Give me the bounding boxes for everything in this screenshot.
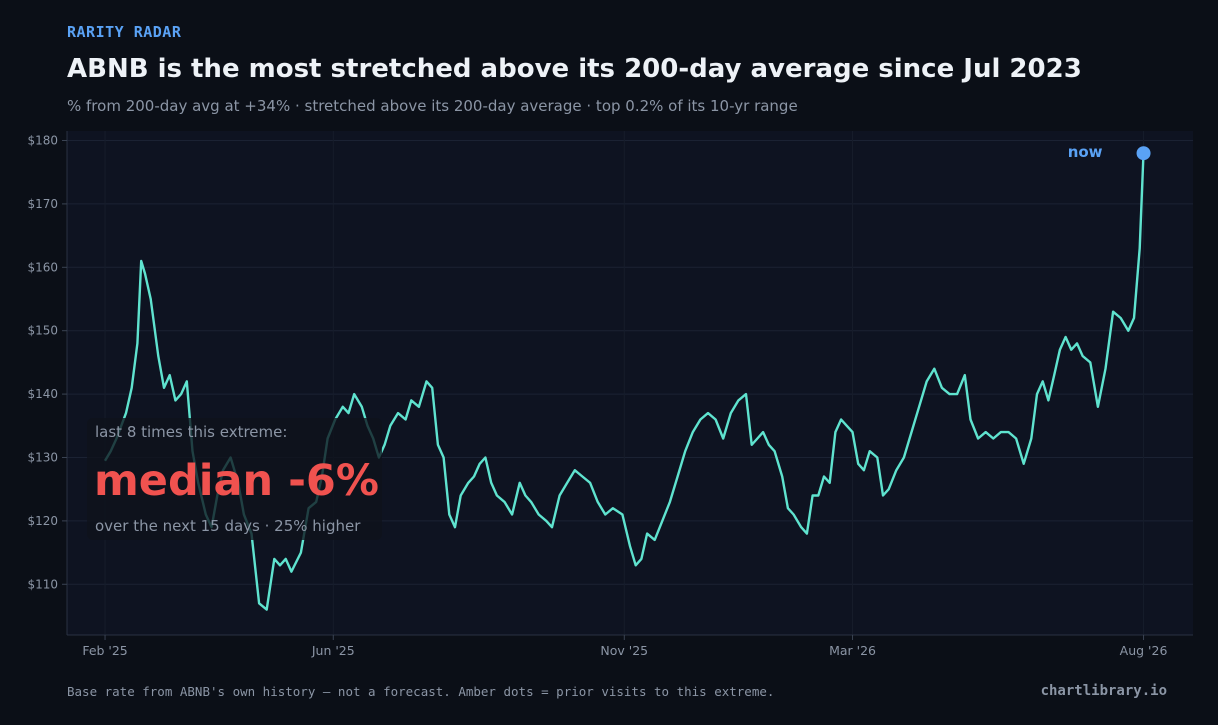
y-tick-label: $160 (27, 260, 58, 274)
callout-box (87, 418, 382, 540)
x-tick-label: Jun '25 (311, 643, 355, 658)
y-tick-label: $110 (27, 577, 58, 591)
x-axis: Feb '25 Jun '25 Nov '25 Mar '26 Aug '26 (82, 635, 1167, 658)
callout-stat: median -6% (94, 456, 379, 506)
x-tick-label: Mar '26 (829, 643, 876, 658)
brand-link[interactable]: chartlibrary.io (1040, 683, 1167, 699)
x-tick-label: Feb '25 (82, 643, 127, 658)
y-tick-label: $180 (27, 134, 58, 148)
y-tick-label: $120 (27, 514, 58, 528)
y-tick-label: $150 (27, 324, 58, 338)
page-title: ABNB is the most stretched above its 200… (67, 54, 1082, 84)
x-tick-label: Aug '26 (1120, 643, 1168, 658)
y-tick-label: $140 (27, 387, 58, 401)
page-subtitle: % from 200-day avg at +34% · stretched a… (67, 97, 798, 115)
now-marker (1136, 146, 1151, 161)
x-tick-label: Nov '25 (600, 643, 648, 658)
price-line (103, 153, 1145, 611)
y-tick-label: $130 (27, 450, 58, 464)
grid-lines (66, 131, 1193, 636)
kicker-label: RARITY RADAR (67, 23, 182, 41)
y-tick-label: $170 (27, 197, 58, 211)
footer-note: Base rate from ABNB's own history — not … (67, 684, 775, 699)
y-axis: $110 $120 $130 $140 $150 $160 $170 $180 (27, 134, 67, 591)
callout-heading: last 8 times this extreme: (95, 423, 288, 441)
callout-detail: over the next 15 days · 25% higher (95, 517, 361, 535)
plot-area (67, 131, 1193, 635)
now-label: now (1068, 143, 1103, 161)
